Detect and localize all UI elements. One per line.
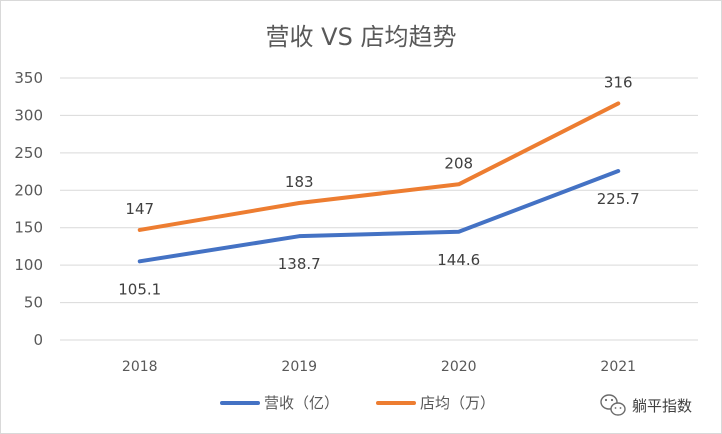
data-label: 208 (444, 154, 473, 172)
data-label: 316 (604, 73, 633, 91)
y-tick-label: 0 (33, 331, 43, 349)
y-tick-label: 250 (14, 144, 43, 162)
data-label: 138.7 (278, 255, 321, 273)
y-tick-label: 200 (14, 181, 43, 199)
chart-title: 营收 VS 店均趋势 (266, 23, 457, 51)
data-label: 183 (285, 173, 314, 191)
data-labels: 105.1 138.7 144.6 225.7 147 183 208 316 (118, 73, 639, 298)
y-tick-label: 150 (14, 219, 43, 237)
series-line (137, 169, 621, 264)
x-tick-label: 2019 (281, 359, 317, 375)
legend-label: 营收（亿） (264, 394, 339, 412)
data-label: 225.7 (597, 190, 640, 208)
wechat-icon (600, 394, 626, 416)
y-tick-label: 50 (24, 294, 43, 312)
x-tick-label: 2021 (600, 359, 636, 375)
legend: 营收（亿） 店均（万） (220, 394, 495, 412)
data-label: 144.6 (437, 251, 480, 269)
watermark-text: 躺平指数 (632, 397, 692, 415)
watermark: 躺平指数 (600, 394, 692, 416)
x-axis-ticks: 2018 2019 2020 2021 (122, 359, 636, 375)
series-lines (137, 101, 621, 264)
y-tick-label: 100 (14, 256, 43, 274)
y-tick-label: 300 (14, 106, 43, 124)
y-tick-label: 350 (14, 69, 43, 87)
legend-label: 店均（万） (420, 394, 495, 412)
series-line (137, 101, 621, 232)
x-tick-label: 2018 (122, 359, 158, 375)
data-label: 105.1 (118, 280, 161, 298)
data-label: 147 (125, 200, 154, 218)
gridlines (60, 77, 698, 341)
x-tick-label: 2020 (441, 359, 477, 375)
y-axis-ticks: 0 50 100 150 200 250 300 350 (14, 69, 43, 349)
